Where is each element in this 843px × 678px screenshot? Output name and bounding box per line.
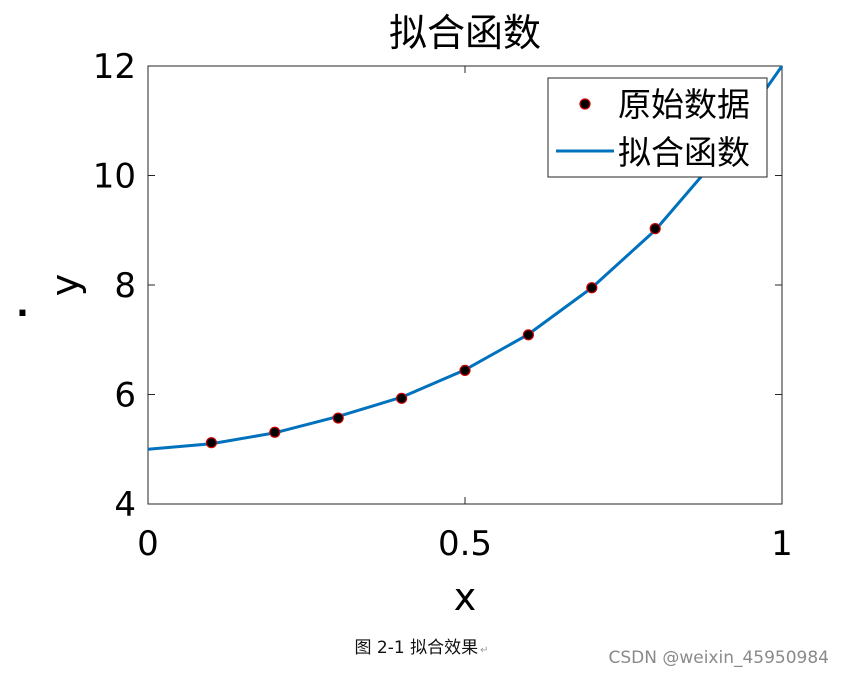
y-tick-label: 6 [114,376,136,416]
legend-box [547,77,768,178]
data-point [269,426,281,438]
data-point [205,437,217,449]
y-tick-label: 10 [93,157,136,197]
y-tick-label: 12 [93,47,136,87]
y-axis-ticks: 4 6 8 10 12 [93,47,782,525]
stray-dot: . [16,285,29,325]
data-point [332,412,344,424]
y-axis-label: y [43,274,87,297]
x-tick-label: 0.5 [438,524,492,564]
data-point [522,329,535,341]
x-tick-label: 0 [137,524,159,564]
series-layer [147,65,784,451]
y-tick-label: 4 [114,485,136,525]
data-point [459,364,471,377]
data-point [586,282,598,294]
data-point [649,223,661,235]
legend-label-fit: 拟合函数 [618,133,750,172]
x-tick-label: 1 [771,524,793,564]
x-axis-ticks: 0 0.5 1 [137,66,793,564]
chart-title: 拟合函数 [389,11,541,55]
figure-caption: 图 2-1 拟合效果 ↵ [0,633,843,658]
y-tick-label: 8 [114,266,136,306]
caption-text: 图 2-1 拟合效果 [354,638,479,658]
x-axis-label: x [454,575,477,619]
legend-label-data: 原始数据 [618,85,750,124]
data-point [396,392,408,404]
return-mark: ↵ [480,645,489,656]
watermark: CSDN @weixin_45950984 [608,648,829,668]
legend-marker-data [579,98,591,110]
